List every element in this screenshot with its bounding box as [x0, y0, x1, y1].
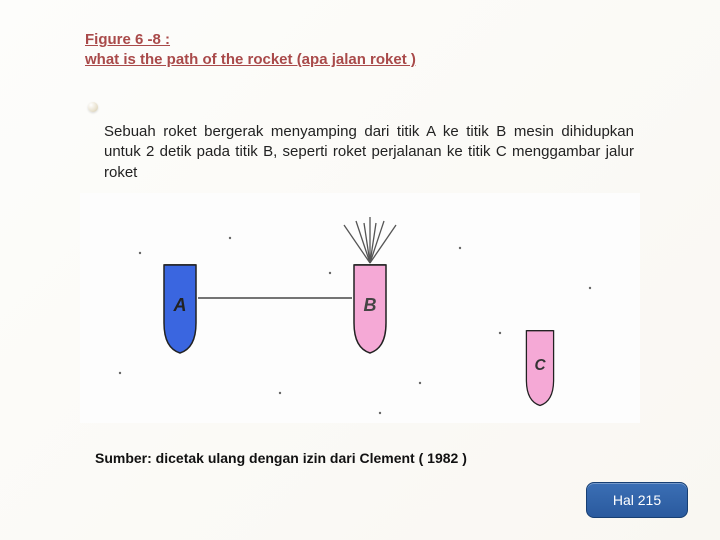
- rocket-diagram: A B C: [80, 193, 640, 423]
- body-paragraph: Sebuah roket bergerak menyamping dari ti…: [104, 122, 634, 183]
- rocket-svg: A B C: [80, 193, 640, 423]
- svg-text:A: A: [173, 295, 187, 315]
- page-number-text: Hal 215: [613, 492, 661, 508]
- svg-text:B: B: [364, 295, 377, 315]
- figure-title: Figure 6 -8 : what is the path of the ro…: [85, 30, 416, 71]
- slide: Figure 6 -8 : what is the path of the ro…: [0, 0, 720, 540]
- svg-text:C: C: [534, 357, 546, 374]
- title-line-1: Figure 6 -8 :: [85, 30, 416, 50]
- title-line-2: what is the path of the rocket (apa jala…: [85, 50, 416, 70]
- bullet-decor-icon: [88, 102, 98, 112]
- page-number-badge: Hal 215: [586, 482, 688, 518]
- figure-caption: Sumber: dicetak ulang dengan izin dari C…: [95, 450, 467, 466]
